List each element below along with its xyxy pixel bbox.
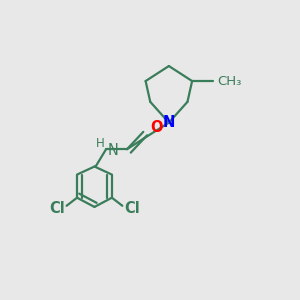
Text: N: N [163,115,175,130]
Text: O: O [150,120,162,135]
Text: Cl: Cl [50,201,65,216]
Text: H: H [96,137,105,150]
Text: N: N [107,143,118,158]
Text: CH₃: CH₃ [218,74,242,88]
Text: Cl: Cl [124,201,140,216]
